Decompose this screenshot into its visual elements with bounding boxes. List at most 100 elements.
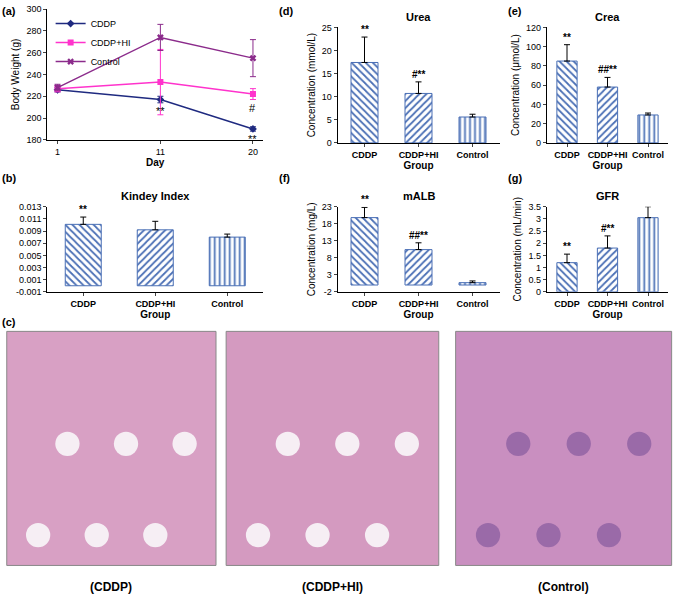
svg-text:Body Weight (g): Body Weight (g) (10, 39, 21, 111)
svg-text:20: 20 (531, 119, 541, 129)
svg-text:#**: #** (412, 69, 425, 80)
svg-text:**: ** (361, 24, 369, 35)
svg-text:25: 25 (322, 23, 332, 33)
svg-text:0: 0 (536, 287, 541, 297)
svg-text:200: 200 (26, 113, 41, 123)
svg-text:10: 10 (322, 92, 332, 102)
svg-text:80: 80 (531, 61, 541, 71)
svg-text:0: 0 (536, 138, 541, 148)
svg-text:1: 1 (55, 147, 60, 157)
svg-text:Concentration (μmol/L): Concentration (μmol/L) (510, 34, 521, 136)
svg-text:Control: Control (457, 299, 489, 309)
svg-text:5: 5 (327, 115, 332, 125)
svg-text:Group: Group (404, 160, 434, 171)
svg-text:**: ** (79, 204, 87, 215)
svg-text:0.007: 0.007 (19, 238, 42, 248)
svg-text:Control: Control (91, 57, 120, 67)
svg-text:Control: Control (632, 150, 664, 160)
svg-text:23: 23 (322, 202, 332, 212)
svg-text:0.003: 0.003 (19, 263, 42, 273)
svg-text:(f): (f) (279, 172, 290, 184)
svg-text:(g): (g) (508, 172, 522, 184)
svg-text:Concentration (mL/min): Concentration (mL/min) (512, 197, 523, 301)
svg-text:0.013: 0.013 (19, 202, 42, 212)
svg-text:Group: Group (404, 309, 434, 320)
svg-text:Control: Control (632, 299, 664, 309)
svg-text:-0.001: -0.001 (16, 287, 42, 297)
svg-text:Group: Group (593, 309, 623, 320)
svg-text:(e): (e) (508, 5, 522, 17)
svg-text:260: 260 (26, 48, 41, 58)
svg-text:100: 100 (526, 42, 541, 52)
svg-text:Urea: Urea (406, 11, 431, 23)
svg-text:(a): (a) (2, 5, 16, 17)
svg-text:(b): (b) (2, 172, 16, 184)
svg-text:Concentration (mg/L): Concentration (mg/L) (306, 202, 317, 296)
svg-text:0: 0 (327, 138, 332, 148)
svg-text:**: ** (156, 105, 165, 117)
svg-text:(c): (c) (2, 316, 16, 328)
svg-text:1.5: 1.5 (528, 251, 541, 261)
svg-text:CDDP+HI: CDDP+HI (135, 299, 175, 309)
svg-text:300: 300 (26, 4, 41, 14)
svg-text:2: 2 (536, 238, 541, 248)
svg-text:1: 1 (536, 263, 541, 273)
svg-text:0.011: 0.011 (20, 214, 42, 224)
svg-text:mALB: mALB (403, 190, 435, 202)
svg-text:18: 18 (322, 219, 332, 229)
svg-text:3: 3 (536, 214, 541, 224)
svg-text:0.5: 0.5 (528, 275, 541, 285)
svg-text:(d): (d) (279, 5, 293, 17)
svg-text:CDDP+HI: CDDP+HI (588, 150, 628, 160)
svg-text:##**: ##** (409, 230, 428, 241)
svg-text:220: 220 (26, 91, 41, 101)
svg-text:##**: ##** (598, 64, 617, 75)
svg-text:20: 20 (248, 147, 258, 157)
svg-text:3: 3 (327, 270, 332, 280)
svg-text:**: ** (361, 194, 369, 205)
svg-text:3.5: 3.5 (528, 202, 541, 212)
svg-text:Group: Group (140, 309, 170, 320)
svg-text:60: 60 (531, 80, 541, 90)
svg-text:20: 20 (322, 46, 332, 56)
svg-text:2.5: 2.5 (528, 226, 541, 236)
svg-text:Kindey Index: Kindey Index (121, 190, 190, 202)
svg-text:0.009: 0.009 (19, 226, 42, 236)
svg-text:Control: Control (457, 150, 489, 160)
svg-text:Concentration (mmol/L): Concentration (mmol/L) (306, 33, 317, 137)
svg-text:(CDDP+HI): (CDDP+HI) (302, 580, 363, 594)
svg-text:CDDP+HI: CDDP+HI (588, 299, 628, 309)
svg-text:#: # (249, 102, 256, 114)
svg-text:(CDDP): (CDDP) (90, 580, 132, 594)
svg-text:#**: #** (601, 223, 614, 234)
svg-text:15: 15 (322, 69, 332, 79)
svg-text:CDDP+HI: CDDP+HI (399, 299, 439, 309)
svg-text:CDDP+HI: CDDP+HI (399, 150, 439, 160)
svg-text:CDDP: CDDP (554, 299, 580, 309)
svg-text:GFR: GFR (596, 190, 619, 202)
svg-text:40: 40 (531, 100, 541, 110)
svg-text:13: 13 (322, 236, 332, 246)
svg-text:CDDP: CDDP (91, 19, 117, 29)
svg-text:120: 120 (526, 23, 541, 33)
svg-text:-2: -2 (324, 287, 332, 297)
svg-text:Crea: Crea (595, 11, 620, 23)
svg-text:CDDP: CDDP (554, 150, 580, 160)
svg-text:(Control): (Control) (538, 580, 589, 594)
svg-text:280: 280 (26, 26, 41, 36)
svg-text:Control: Control (211, 299, 243, 309)
svg-text:CDDP: CDDP (70, 299, 96, 309)
svg-text:CDDP: CDDP (352, 299, 378, 309)
svg-text:**: ** (563, 32, 571, 43)
svg-text:Group: Group (593, 160, 623, 171)
svg-text:**: ** (248, 133, 257, 145)
svg-text:0.001: 0.001 (19, 275, 42, 285)
svg-text:**: ** (563, 241, 571, 252)
svg-text:Day: Day (146, 157, 165, 168)
svg-text:11: 11 (156, 147, 165, 157)
svg-text:240: 240 (26, 70, 41, 80)
svg-text:0.005: 0.005 (19, 251, 42, 261)
svg-text:CDDP+HI: CDDP+HI (91, 38, 131, 48)
svg-text:CDDP: CDDP (352, 150, 378, 160)
svg-text:180: 180 (26, 135, 41, 145)
